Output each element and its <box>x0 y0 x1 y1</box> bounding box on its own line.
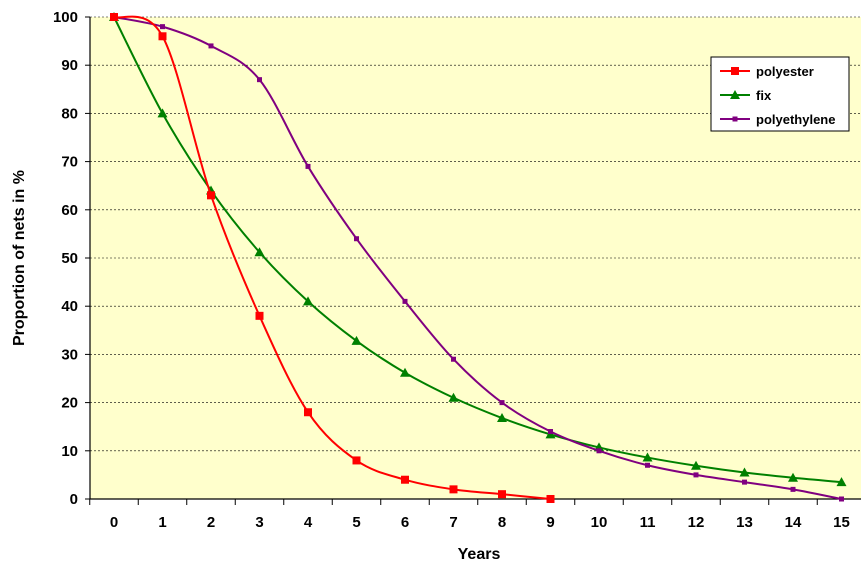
data-point-polyethylene <box>742 480 747 485</box>
x-tick-label: 9 <box>546 514 554 531</box>
x-tick-label: 0 <box>110 514 118 531</box>
x-tick-label: 6 <box>401 514 409 531</box>
x-tick-label: 3 <box>255 514 263 531</box>
data-point-polyethylene <box>694 472 699 477</box>
y-tick-label: 40 <box>61 298 78 315</box>
legend-label-fix: fix <box>756 88 772 103</box>
data-point-polyethylene <box>451 357 456 362</box>
y-tick-label: 70 <box>61 154 78 171</box>
y-tick-labels: 0 10 20 30 40 50 60 70 80 90 100 <box>53 9 78 508</box>
data-point-polyethylene <box>645 463 650 468</box>
y-tick-label: 90 <box>61 57 78 74</box>
data-point-polyester <box>256 312 264 320</box>
legend-marker-polyester <box>731 67 739 75</box>
legend-label-polyester: polyester <box>756 64 814 79</box>
data-point-polyethylene <box>209 43 214 48</box>
data-point-polyethylene <box>791 487 796 492</box>
x-tick-label: 4 <box>304 514 313 531</box>
data-point-polyethylene <box>354 236 359 241</box>
data-point-polyethylene <box>839 497 844 502</box>
data-point-polyester <box>450 485 458 493</box>
data-point-polyethylene <box>160 24 165 29</box>
data-point-polyethylene <box>500 400 505 405</box>
data-point-polyethylene <box>257 77 262 82</box>
legend-marker-polyethylene <box>733 117 738 122</box>
y-tick-label: 0 <box>70 491 78 508</box>
y-tick-label: 80 <box>61 105 78 122</box>
data-point-polyester <box>401 476 409 484</box>
y-tick-label: 20 <box>61 395 78 412</box>
y-tick-label: 100 <box>53 9 78 26</box>
x-tick-label: 13 <box>736 514 753 531</box>
x-axis-title: Years <box>458 546 501 563</box>
x-tick-label: 5 <box>352 514 360 531</box>
legend-label-polyethylene: polyethylene <box>756 112 835 127</box>
data-point-polyethylene <box>306 164 311 169</box>
data-point-polyester <box>110 13 118 21</box>
legend: polyester fix polyethylene <box>711 57 849 131</box>
x-tick-labels: 0 1 2 3 4 5 6 7 8 9 10 11 12 13 14 15 <box>110 514 850 531</box>
data-point-polyester <box>304 408 312 416</box>
x-tick-label: 11 <box>640 514 656 531</box>
data-point-polyethylene <box>597 448 602 453</box>
x-tick-label: 1 <box>158 514 166 531</box>
data-point-polyethylene <box>548 429 553 434</box>
x-tick-label: 15 <box>833 514 850 531</box>
x-tick-label: 10 <box>591 514 608 531</box>
y-axis-title: Proportion of nets in % <box>11 170 28 346</box>
data-point-polyester <box>353 456 361 464</box>
y-tick-label: 50 <box>61 250 78 267</box>
data-point-polyester <box>547 495 555 503</box>
x-tick-label: 7 <box>449 514 457 531</box>
x-tick-label: 12 <box>688 514 705 531</box>
x-tick-label: 2 <box>207 514 215 531</box>
data-point-polyester <box>207 191 215 199</box>
y-tick-label: 10 <box>61 443 78 460</box>
x-tick-label: 14 <box>785 514 802 531</box>
y-tick-label: 30 <box>61 346 78 363</box>
data-point-polyethylene <box>403 299 408 304</box>
y-tick-label: 60 <box>61 202 78 219</box>
data-point-polyester <box>159 32 167 40</box>
data-point-polyester <box>498 490 506 498</box>
x-tick-label: 8 <box>498 514 506 531</box>
